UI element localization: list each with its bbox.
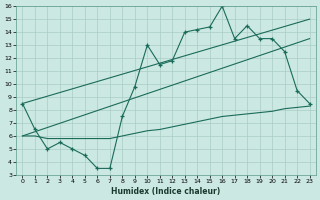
X-axis label: Humidex (Indice chaleur): Humidex (Indice chaleur) xyxy=(111,187,221,196)
